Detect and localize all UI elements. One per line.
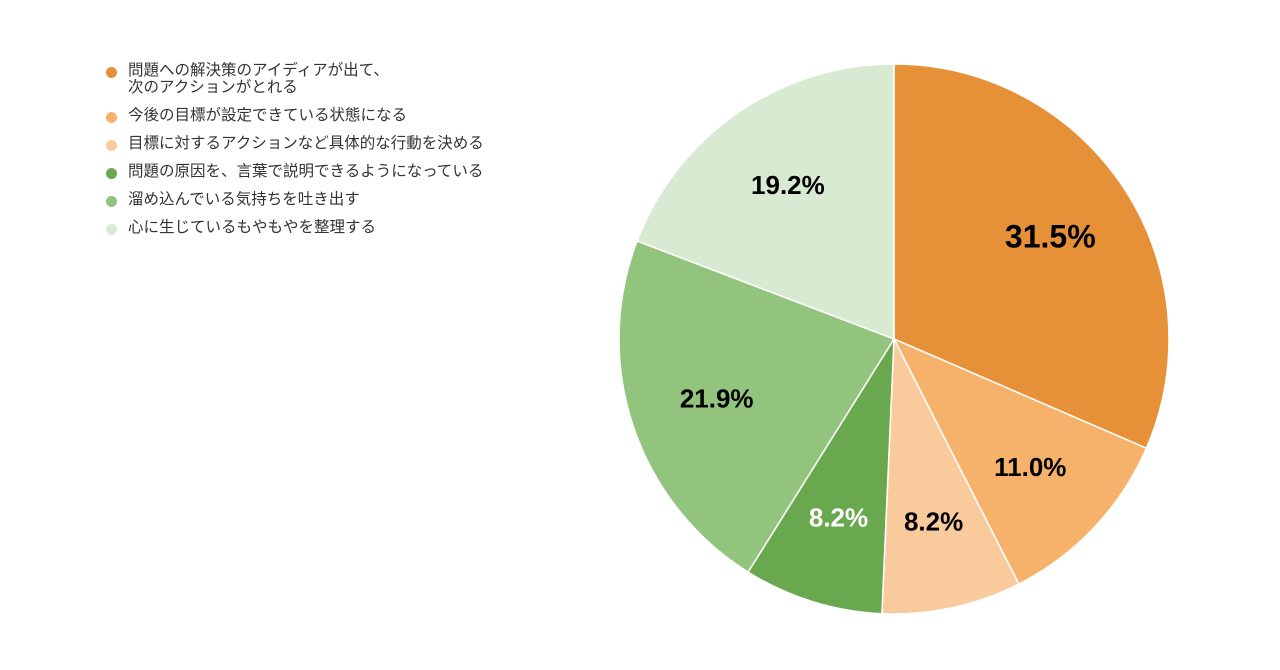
legend-item: 問題の原因を、言葉で説明できるようになっている <box>104 163 574 180</box>
pie-data-label: 31.5% <box>1005 218 1096 254</box>
legend-item: 問題への解決策のアイディアが出て、 次のアクションがとれる <box>104 62 574 96</box>
legend-label: 目標に対するアクションなど具体的な行動を決める <box>128 134 484 152</box>
pie-data-label: 19.2% <box>751 170 825 200</box>
legend-swatch <box>106 112 117 123</box>
legend-swatch <box>106 196 117 207</box>
pie-slice <box>618 240 896 574</box>
legend-swatch <box>106 168 117 179</box>
pie-data-labels: 31.5% 11.0% 8.2% 8.2% 21.9% 19.2% <box>680 170 1096 537</box>
pie-data-label: 11.0% <box>994 452 1066 482</box>
pie-slice <box>636 63 895 341</box>
legend-swatch <box>106 67 117 78</box>
pie-slice <box>893 63 1170 450</box>
pie-slice <box>747 336 895 615</box>
legend-label: 問題への解決策のアイディアが出て、 次のアクションがとれる <box>128 61 389 96</box>
chart-legend: 問題への解決策のアイディアが出て、 次のアクションがとれる今後の目標が設定できて… <box>104 62 574 247</box>
pie-data-label: 8.2% <box>904 507 963 537</box>
pie-slice <box>881 336 1020 615</box>
legend-label: 今後の目標が設定できている状態になる <box>128 106 408 124</box>
legend-label: 問題の原因を、言葉で説明できるようになっている <box>128 162 484 180</box>
pie-slices <box>618 63 1170 615</box>
legend-item: 今後の目標が設定できている状態になる <box>104 107 574 124</box>
pie-data-label: 8.2% <box>809 503 868 533</box>
pie-slice <box>892 337 1148 586</box>
legend-item: 溜め込んでいる気持ちを吐き出す <box>104 191 574 208</box>
legend-label: 溜め込んでいる気持ちを吐き出す <box>128 190 360 208</box>
legend-swatch <box>106 224 117 235</box>
legend-item: 心に生じているもやもやを整理する <box>104 219 574 236</box>
legend-item: 目標に対するアクションなど具体的な行動を決める <box>104 135 574 152</box>
legend-label: 心に生じているもやもやを整理する <box>128 218 377 236</box>
pie-data-label: 21.9% <box>680 384 754 414</box>
legend-swatch <box>106 140 117 151</box>
